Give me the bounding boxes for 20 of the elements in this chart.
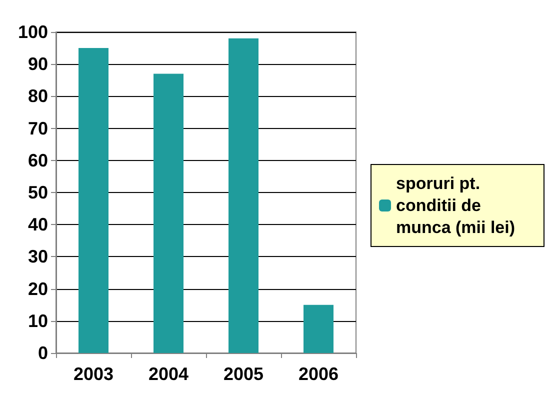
y-tick-label: 90 (28, 54, 48, 74)
x-tick-label: 2005 (223, 364, 264, 384)
bar (78, 48, 108, 353)
y-tick-label: 40 (28, 214, 48, 235)
y-tick-label: 80 (28, 86, 48, 106)
bar (154, 74, 184, 353)
y-tick-label: 50 (28, 182, 48, 202)
x-tick-label: 2004 (148, 364, 189, 384)
y-tick-label: 30 (28, 246, 48, 267)
bar (304, 304, 334, 353)
y-tick-label: 10 (28, 310, 48, 331)
y-tick-label: 60 (28, 150, 48, 170)
x-tick-label: 2003 (73, 364, 114, 384)
y-tick-label: 70 (28, 118, 48, 138)
bar (228, 38, 258, 353)
y-tick-label: 20 (28, 278, 48, 299)
x-tick-label: 2006 (298, 364, 339, 384)
y-tick-label: 100 (18, 22, 48, 42)
y-tick-label: 0 (38, 343, 48, 363)
legend-label: sporuri pt. conditii de munca (mii lei) (396, 174, 516, 237)
